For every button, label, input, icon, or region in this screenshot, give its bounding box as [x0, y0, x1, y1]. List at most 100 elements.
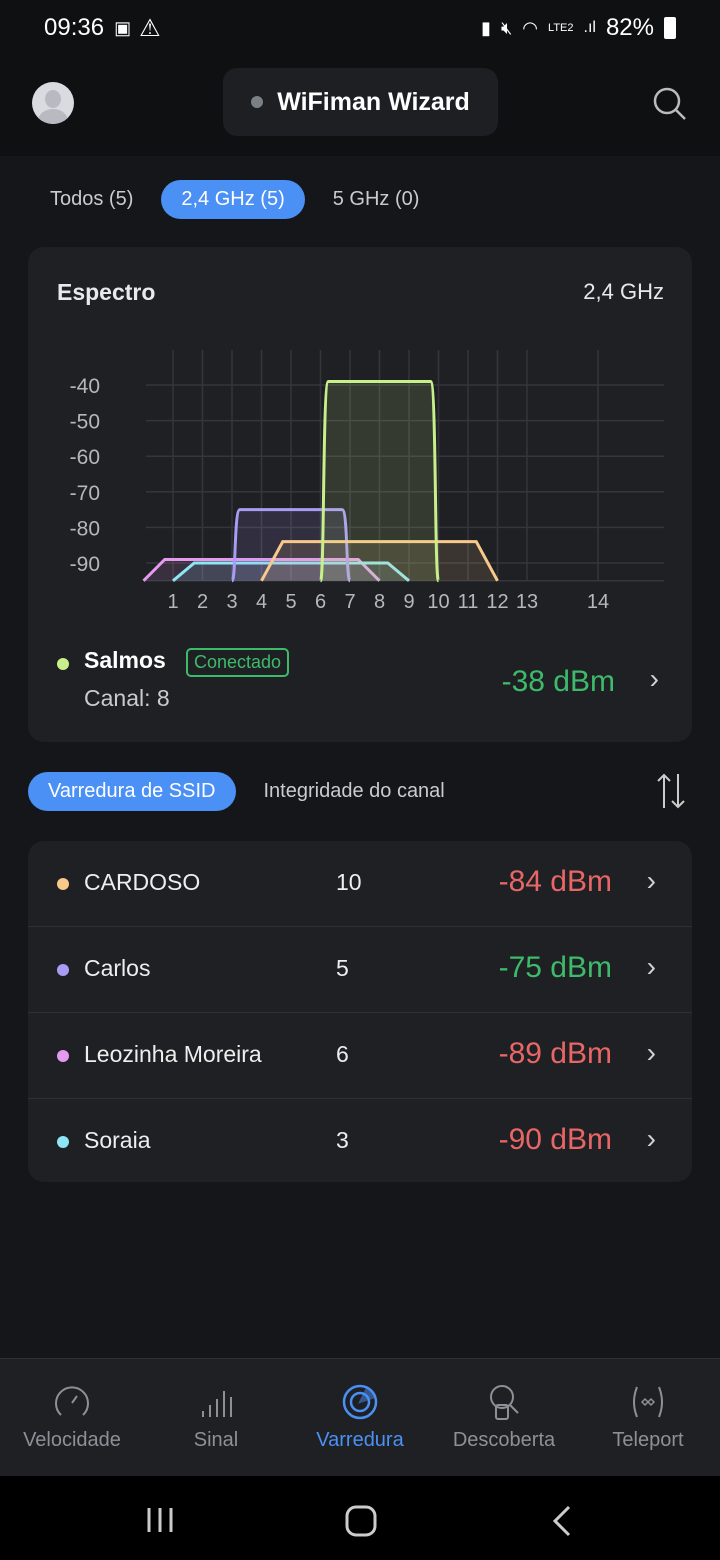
page-title: WiFiman Wizard — [277, 87, 470, 116]
back-icon[interactable] — [550, 1504, 574, 1538]
x-tick-label: 1 — [167, 591, 178, 613]
network-ssid: CARDOSO — [84, 869, 201, 895]
avatar[interactable] — [32, 82, 74, 124]
wifi-icon: ◠ — [522, 17, 539, 38]
app-header: WiFiman Wizard — [0, 56, 720, 156]
tab-5ghz[interactable]: 5 GHz (0) — [332, 188, 420, 210]
network-color-dot — [57, 658, 69, 670]
nav-varredura[interactable]: Varredura — [288, 1359, 432, 1476]
chevron-right-icon: › — [646, 1123, 656, 1154]
y-tick-label: -60 — [70, 446, 100, 469]
network-channel: 10 — [336, 869, 362, 895]
nav-sinal[interactable]: Sinal — [144, 1359, 288, 1476]
cell-signal-icon: .ıl — [583, 19, 596, 36]
spectrum-area-cardoso — [261, 541, 498, 581]
list-item[interactable]: Carlos 5 -75 dBm › — [28, 927, 692, 1013]
x-tick-label: 4 — [256, 591, 267, 613]
spectrum-curve-leozinha-moreira — [142, 557, 381, 582]
device-selector[interactable]: WiFiman Wizard — [223, 68, 498, 136]
connected-channel: Canal: 8 — [84, 685, 170, 711]
nav-label: Teleport — [612, 1429, 684, 1451]
spectrum-curve-salmos — [319, 379, 440, 583]
x-tick-label: 10 — [427, 591, 449, 613]
battery-level: 82% — [605, 14, 654, 41]
y-tick-label: -80 — [70, 517, 100, 540]
spectrum-area-leozinha-moreira — [143, 559, 380, 581]
network-color-dot — [57, 878, 69, 890]
home-icon[interactable] — [344, 1504, 378, 1538]
spectrum-area-carlos — [232, 509, 350, 581]
connected-badge: Conectado — [186, 648, 290, 677]
clock: 09:36 — [44, 14, 105, 41]
spectrum-curve-carlos — [230, 508, 352, 583]
network-color-dot — [57, 1050, 69, 1062]
x-tick-label: 11 — [458, 591, 479, 613]
view-tabs: Varredura de SSID Integridade do canal — [28, 772, 465, 811]
spectrum-area-soraia — [173, 563, 409, 581]
connected-signal: -38 dBm — [501, 665, 615, 698]
network-channel: 5 — [336, 955, 349, 981]
x-tick-label: 7 — [344, 591, 355, 613]
x-tick-label: 9 — [403, 591, 414, 613]
y-tick-label: -70 — [70, 482, 100, 505]
battery-saver-icon: ▮ — [481, 17, 491, 38]
spectrum-title: Espectro — [57, 279, 156, 305]
connected-ssid: Salmos — [84, 647, 166, 673]
y-tick-label: -90 — [70, 553, 100, 576]
list-item[interactable]: CARDOSO 10 -84 dBm › — [28, 841, 692, 927]
nav-label: Velocidade — [23, 1429, 121, 1451]
radar-icon — [342, 1384, 378, 1420]
network-color-dot — [57, 1136, 69, 1148]
list-item[interactable]: Soraia 3 -90 dBm › — [28, 1099, 692, 1185]
network-signal: -90 dBm — [498, 1123, 612, 1156]
nav-label: Varredura — [316, 1429, 404, 1451]
x-tick-label: 8 — [374, 591, 385, 613]
network-signal: -75 dBm — [498, 951, 612, 984]
network-list: CARDOSO 10 -84 dBm › Carlos 5 -75 dBm › Leozin… — [28, 841, 692, 1182]
list-item[interactable]: Leozinha Moreira 6 -89 dBm › — [28, 1013, 692, 1099]
system-nav-bar — [0, 1476, 720, 1560]
recent-apps-icon[interactable] — [145, 1506, 175, 1534]
tab-2-4ghz[interactable]: 2,4 GHz (5) — [161, 180, 305, 219]
tab-channel-health[interactable]: Integridade do canal — [263, 780, 445, 802]
nav-label: Sinal — [193, 1429, 239, 1451]
nav-teleport[interactable]: Teleport — [576, 1359, 720, 1476]
nav-velocidade[interactable]: Velocidade — [0, 1359, 144, 1476]
status-dot-icon — [251, 96, 264, 108]
network-channel: 6 — [336, 1041, 349, 1067]
x-tick-label: 12 — [486, 591, 508, 613]
search-icon[interactable] — [652, 86, 688, 122]
nav-label: Descoberta — [452, 1429, 556, 1451]
x-tick-label: 14 — [587, 591, 609, 613]
tab-ssid-scan[interactable]: Varredura de SSID — [28, 772, 236, 811]
network-ssid: Leozinha Moreira — [84, 1041, 262, 1067]
spectrum-curve-cardoso — [260, 540, 499, 582]
network-color-dot — [57, 964, 69, 976]
network-ssid: Soraia — [84, 1127, 151, 1153]
x-tick-label: 2 — [197, 591, 208, 613]
network-signal: -84 dBm — [498, 865, 612, 898]
device-search-icon — [490, 1385, 519, 1420]
x-tick-label: 13 — [516, 591, 538, 613]
spectrum-band: 2,4 GHz — [583, 279, 664, 304]
network-channel: 3 — [336, 1127, 349, 1153]
spectrum-curve-soraia — [172, 561, 410, 582]
y-tick-label: -50 — [70, 411, 100, 434]
y-tick-label: -40 — [70, 375, 100, 398]
spectrum-card: Espectro 2,4 GHz -40 -50 -60 -70 -80 -90 1 2 3 4 5… — [28, 247, 692, 742]
nav-descoberta[interactable]: Descoberta — [432, 1359, 576, 1476]
chevron-right-icon: › — [646, 951, 656, 982]
signal-bars-icon — [202, 1391, 232, 1417]
spectrum-chart: -40-50-60-70-80-901 2 3 4 5 6 7 8 9 10 11 12 13 14 — [70, 350, 664, 613]
network-signal: -89 dBm — [498, 1037, 612, 1070]
spectrum-area-salmos — [320, 381, 439, 581]
warning-icon: ⚠ — [139, 14, 161, 42]
bottom-nav: Velocidade Sinal Varredura Descoberta Te… — [0, 1358, 720, 1476]
tab-all[interactable]: Todos (5) — [50, 188, 134, 210]
sort-icon[interactable] — [655, 772, 687, 810]
band-tabs: Todos (5) 2,4 GHz (5) 5 GHz (0) — [30, 180, 439, 219]
x-tick-label: 3 — [226, 591, 237, 613]
teleport-icon — [633, 1386, 663, 1418]
status-bar: 09:36 ▣ ⚠ ▮ 🔇︎ ◠ LTE2 .ıl 82% — [0, 0, 720, 56]
battery-icon — [664, 17, 676, 39]
